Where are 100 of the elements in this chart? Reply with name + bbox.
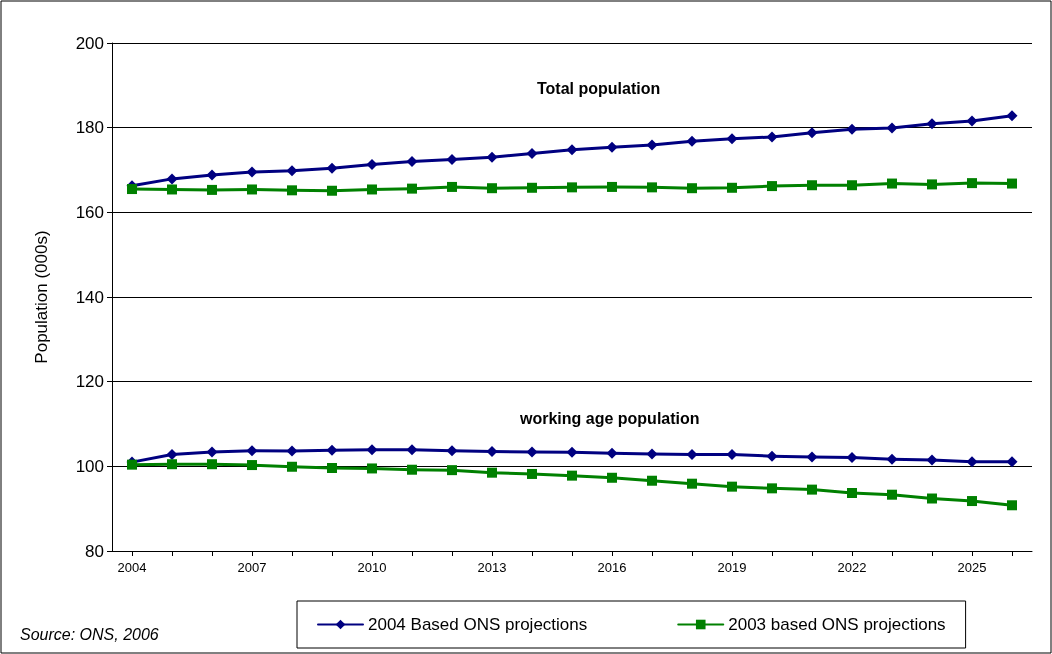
point	[527, 182, 537, 193]
point	[367, 463, 377, 474]
point	[926, 118, 938, 130]
point	[286, 165, 298, 177]
point	[166, 448, 178, 460]
point	[686, 135, 698, 147]
point	[846, 123, 858, 135]
point	[807, 180, 817, 191]
y-tick-label: 100	[75, 456, 104, 476]
point	[246, 445, 258, 457]
point	[846, 451, 858, 463]
point	[366, 444, 378, 456]
point	[847, 180, 857, 191]
point	[566, 446, 578, 458]
point	[606, 141, 618, 153]
point	[287, 461, 297, 472]
point	[447, 465, 457, 476]
point	[526, 147, 538, 159]
point	[806, 127, 818, 139]
point	[526, 446, 538, 458]
source-note: Source: ONS, 2006	[20, 625, 159, 643]
legend-label: 2003 based ONS projections	[728, 615, 946, 634]
point	[647, 475, 657, 486]
point	[487, 183, 497, 194]
point	[406, 444, 418, 456]
point	[287, 185, 297, 196]
point	[966, 115, 978, 127]
y-tick-label: 200	[75, 33, 104, 53]
point	[487, 467, 497, 478]
annotation: working age population	[519, 409, 700, 427]
point	[1006, 110, 1018, 122]
point	[566, 144, 578, 156]
point	[407, 464, 417, 475]
point	[406, 156, 418, 168]
point	[326, 444, 338, 456]
x-tick-label: 2013	[477, 560, 507, 575]
point	[606, 447, 618, 459]
point	[167, 184, 177, 195]
y-axis-title: Population (000s)	[32, 230, 51, 364]
annotation: Total population	[537, 79, 661, 97]
point	[567, 470, 577, 481]
point	[326, 162, 338, 174]
point	[886, 453, 898, 465]
point	[807, 484, 817, 495]
point	[1007, 178, 1017, 189]
point	[206, 169, 218, 181]
point	[607, 472, 617, 483]
y-tick-label: 180	[75, 118, 104, 138]
point	[447, 181, 457, 192]
point	[367, 184, 377, 195]
point	[966, 456, 978, 468]
point	[167, 459, 177, 470]
y-tick-label: 140	[75, 287, 104, 307]
point	[446, 153, 458, 165]
point	[407, 183, 417, 194]
point	[886, 122, 898, 134]
point	[766, 131, 778, 143]
point	[727, 182, 737, 193]
point	[687, 183, 697, 194]
point	[687, 478, 697, 489]
x-tick-label: 2019	[717, 560, 747, 575]
point	[847, 488, 857, 498]
point	[766, 450, 778, 462]
point	[806, 451, 818, 463]
x-tick-label: 2004	[117, 560, 147, 575]
y-tick-label: 160	[75, 202, 104, 222]
point	[366, 159, 378, 170]
point	[607, 181, 617, 192]
point	[927, 179, 937, 190]
x-tick-label: 2010	[357, 560, 387, 575]
point	[446, 445, 458, 457]
point	[967, 178, 977, 189]
point	[206, 446, 218, 458]
point	[927, 493, 937, 504]
point	[646, 448, 658, 460]
point	[1006, 456, 1018, 468]
point	[647, 182, 657, 193]
point	[247, 460, 257, 471]
point	[967, 496, 977, 507]
point	[726, 133, 738, 145]
legend-label: 2004 Based ONS projections	[368, 615, 588, 634]
point	[207, 459, 217, 470]
point	[767, 483, 777, 494]
point	[486, 151, 498, 163]
x-tick-label: 2025	[957, 560, 987, 575]
point	[127, 184, 137, 195]
x-tick-label: 2022	[837, 560, 867, 575]
point	[767, 181, 777, 192]
point	[327, 185, 337, 196]
point	[327, 463, 337, 474]
y-tick-label: 80	[85, 541, 104, 561]
point	[646, 139, 658, 151]
point	[887, 178, 897, 189]
y-tick-label: 120	[75, 372, 104, 392]
point	[246, 166, 258, 178]
x-tick-label: 2007	[237, 560, 267, 575]
point	[527, 468, 537, 479]
point	[486, 446, 498, 458]
point	[887, 489, 897, 500]
point	[727, 481, 737, 492]
